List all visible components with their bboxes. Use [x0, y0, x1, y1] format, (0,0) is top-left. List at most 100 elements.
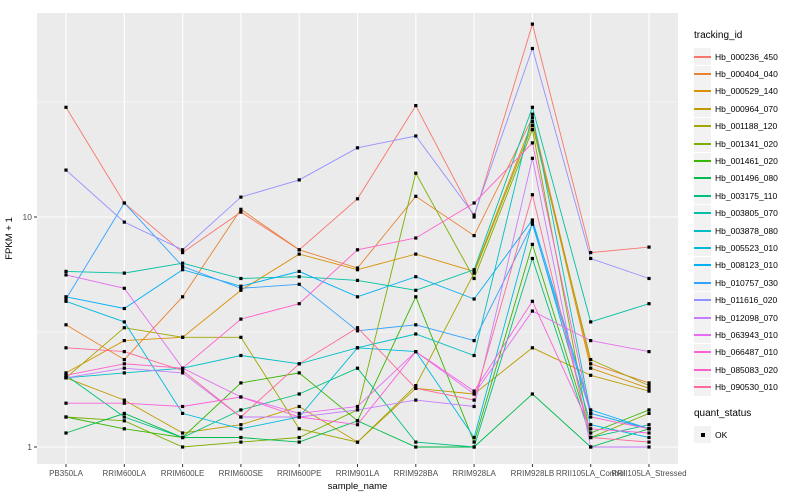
data-point — [122, 415, 126, 419]
data-point — [472, 276, 476, 281]
legend-key — [694, 82, 711, 100]
square-point-icon — [700, 432, 705, 437]
data-point — [647, 276, 651, 281]
data-point — [122, 398, 126, 402]
legend-item-Hb_000404_040[interactable]: Hb_000404_040 — [694, 65, 798, 83]
legend-item-Hb_001496_080[interactable]: Hb_001496_080 — [694, 169, 798, 187]
legend-item-Hb_001461_020[interactable]: Hb_001461_020 — [694, 152, 798, 170]
legend-item-label: Hb_090530_010 — [715, 382, 778, 393]
data-point — [530, 105, 534, 109]
legend-item-Hb_001341_020[interactable]: Hb_001341_020 — [694, 135, 798, 153]
line-swatch-icon — [694, 90, 711, 93]
x-axis-title: sample_name — [328, 481, 388, 492]
data-point — [64, 105, 68, 109]
x-tick-label: RRIM928LA — [452, 469, 496, 478]
legend-item-Hb_008123_010[interactable]: Hb_008123_010 — [694, 256, 798, 274]
x-tick-label: RRIM600PE — [277, 469, 321, 478]
data-point — [239, 284, 243, 288]
data-point — [297, 440, 301, 444]
y-tick-label: 10 — [23, 212, 33, 222]
line-swatch-icon — [694, 212, 711, 215]
legend-item-label: Hb_008123_010 — [715, 260, 778, 271]
x-tick-label: RRIM928BA — [394, 469, 439, 478]
legend-item-Hb_085083_020[interactable]: Hb_085083_020 — [694, 361, 798, 379]
data-point — [647, 245, 651, 249]
legend-item-Hb_066487_010[interactable]: Hb_066487_010 — [694, 343, 798, 361]
data-point — [647, 411, 651, 415]
legend-item-Hb_005523_010[interactable]: Hb_005523_010 — [694, 239, 798, 257]
data-point — [239, 195, 243, 199]
data-point — [530, 309, 534, 313]
data-point — [355, 278, 360, 282]
legend-item-Hb_003805_070[interactable]: Hb_003805_070 — [694, 204, 798, 222]
data-point — [414, 275, 418, 279]
data-point — [472, 440, 476, 444]
data-point — [122, 358, 126, 362]
data-point — [239, 335, 243, 339]
data-point — [64, 401, 68, 405]
data-point — [122, 339, 126, 343]
legend-title-quant-status: quant_status — [694, 407, 752, 419]
data-point — [297, 404, 301, 409]
legend-item-Hb_000964_070[interactable]: Hb_000964_070 — [694, 100, 798, 118]
legend-item-Hb_003175_110[interactable]: Hb_003175_110 — [694, 187, 798, 205]
data-point — [239, 395, 243, 399]
data-point — [414, 134, 418, 138]
x-tick-label: RRIM600LA — [103, 469, 147, 478]
legend-item-Hb_090530_010[interactable]: Hb_090530_010 — [694, 378, 798, 396]
legend-item-Hb_012098_070[interactable]: Hb_012098_070 — [694, 309, 798, 327]
data-point — [64, 373, 68, 377]
data-point — [181, 366, 185, 370]
legend-item-Hb_011616_020[interactable]: Hb_011616_020 — [694, 291, 798, 309]
data-point — [122, 350, 126, 354]
line-swatch-icon — [694, 229, 711, 232]
data-point — [239, 415, 243, 419]
data-point — [239, 288, 243, 292]
data-point — [647, 381, 651, 385]
data-point — [647, 431, 651, 435]
data-point — [530, 141, 534, 145]
data-point — [355, 326, 360, 330]
data-point — [589, 423, 593, 427]
legend-item-Hb_000236_450[interactable]: Hb_000236_450 — [694, 48, 798, 66]
data-point — [181, 435, 185, 440]
data-point — [239, 210, 243, 214]
legend-item-label: Hb_010757_030 — [715, 277, 778, 288]
legend-item-Hb_063943_010[interactable]: Hb_063943_010 — [694, 326, 798, 344]
data-point — [64, 415, 68, 419]
data-point — [239, 408, 243, 412]
line-swatch-icon — [694, 73, 711, 76]
legend-item-Hb_003878_080[interactable]: Hb_003878_080 — [694, 222, 798, 240]
legend-key — [694, 239, 711, 257]
data-point — [589, 431, 593, 435]
x-tick-label: RRIM600LE — [161, 469, 205, 478]
legend-item-quant-ok[interactable]: OK — [694, 426, 798, 443]
legend-item-label: Hb_001341_020 — [715, 138, 778, 149]
x-tick-label: RRII105LA_Stressed — [611, 469, 686, 478]
line-swatch-icon — [694, 246, 711, 249]
data-point — [530, 256, 534, 261]
data-point — [647, 350, 651, 354]
legend-key — [694, 361, 711, 379]
legend-item-Hb_000529_140[interactable]: Hb_000529_140 — [694, 82, 798, 100]
data-point — [414, 194, 418, 198]
x-tick-label: RRII105LA_Control — [556, 469, 626, 478]
data-point — [297, 178, 301, 182]
data-point — [647, 384, 651, 388]
quant-ok-key — [694, 426, 711, 443]
legend-item-Hb_001188_120[interactable]: Hb_001188_120 — [694, 117, 798, 135]
data-point — [472, 215, 476, 219]
data-point — [589, 427, 593, 431]
data-point — [297, 269, 301, 273]
line-swatch-icon — [694, 368, 711, 371]
legend-item-Hb_010757_030[interactable]: Hb_010757_030 — [694, 274, 798, 292]
line-swatch-icon — [694, 177, 711, 180]
line-swatch-icon — [694, 386, 711, 389]
data-point — [472, 269, 476, 273]
data-point — [181, 248, 185, 252]
data-point — [64, 346, 68, 350]
data-point — [355, 440, 360, 444]
data-point — [239, 435, 243, 440]
data-point — [355, 346, 360, 350]
